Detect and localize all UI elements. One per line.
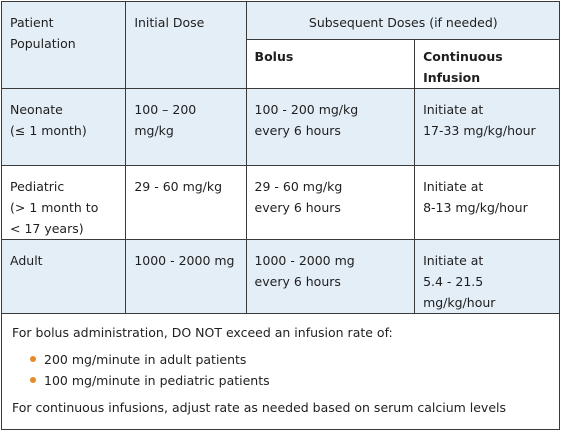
- cell-initial-dose: 100 – 200 mg/kg: [125, 88, 247, 166]
- table-row-neonate: Neonate (≤ 1 month) 100 – 200 mg/kg 100 …: [0, 88, 560, 166]
- rate-limit-list: 200 mg/minute in adult patients 100 mg/m…: [12, 349, 549, 391]
- header-initial-dose: Initial Dose: [125, 1, 247, 89]
- list-item: 200 mg/minute in adult patients: [30, 349, 549, 370]
- header-patient-population: Patient Population: [0, 1, 127, 89]
- dosing-table: Patient Population Initial Dose Subseque…: [0, 1, 561, 314]
- cell-population: Adult: [0, 239, 127, 314]
- cell-bolus: 29 - 60 mg/kg every 6 hours: [245, 165, 416, 240]
- header-subsequent-doses: Subsequent Doses (if needed): [245, 1, 561, 40]
- cell-population: Pediatric (> 1 month to < 17 years): [0, 165, 127, 240]
- table-footnote: For bolus administration, DO NOT exceed …: [1, 314, 560, 430]
- cell-population: Neonate (≤ 1 month): [0, 88, 127, 166]
- cell-infusion: Initiate at 8-13 mg/kg/hour: [414, 165, 560, 240]
- bullet-icon: [30, 377, 36, 383]
- cell-initial-dose: 1000 - 2000 mg: [125, 239, 247, 314]
- cell-initial-dose: 29 - 60 mg/kg: [125, 165, 247, 240]
- infusion-note: For continuous infusions, adjust rate as…: [12, 400, 507, 415]
- cell-infusion: Initiate at 17-33 mg/kg/hour: [414, 88, 560, 166]
- list-item: 100 mg/minute in pediatric patients: [30, 370, 549, 391]
- cell-bolus: 1000 - 2000 mg every 6 hours: [245, 239, 416, 314]
- cell-bolus: 100 - 200 mg/kg every 6 hours: [245, 88, 416, 166]
- bolus-note: For bolus administration, DO NOT exceed …: [12, 325, 393, 340]
- table-row-pediatric: Pediatric (> 1 month to < 17 years) 29 -…: [0, 165, 560, 240]
- header-bolus: Bolus: [245, 39, 416, 89]
- header-continuous-infusion: Continuous Infusion: [414, 39, 560, 89]
- cell-infusion: Initiate at 5.4 - 21.5 mg/kg/hour: [414, 239, 560, 314]
- bullet-icon: [30, 356, 36, 362]
- table-row-adult: Adult 1000 - 2000 mg 1000 - 2000 mg ever…: [0, 239, 560, 314]
